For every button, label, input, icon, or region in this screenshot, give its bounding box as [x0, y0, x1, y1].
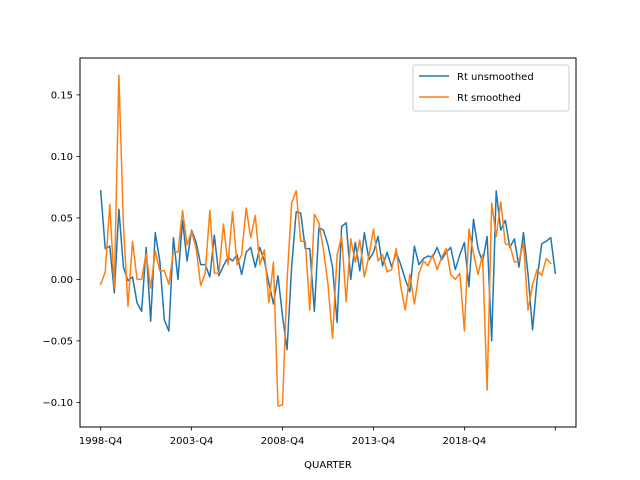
y-tick-label: 0.10 — [51, 152, 73, 163]
plot-frame — [79, 57, 577, 428]
y-tick-label: −0.10 — [42, 398, 73, 409]
axis-ticks: 1998-Q4 2003-Q4 2008-Q4 2013-Q4 2018-Q4 −0.10… — [42, 90, 556, 447]
series-line-smoothed — [99, 74, 552, 407]
x-tick-label: 2018-Q4 — [443, 436, 487, 447]
series-layer — [99, 74, 557, 407]
y-tick-label: 0.00 — [51, 275, 73, 286]
y-tick-label: 0.05 — [51, 213, 73, 224]
y-tick-label: −0.05 — [42, 336, 73, 347]
legend-box — [412, 64, 570, 112]
legend-label: Rt smoothed — [457, 93, 521, 104]
x-tick-label: 2008-Q4 — [261, 436, 305, 447]
x-tick-label: 2003-Q4 — [170, 436, 214, 447]
y-tick-label: 0.15 — [51, 90, 73, 101]
x-tick-label: 2013-Q4 — [352, 436, 396, 447]
legend: Rt unsmoothed Rt smoothed — [412, 64, 570, 112]
series-line-unsmoothed — [99, 190, 557, 351]
x-tick-label: 1998-Q4 — [79, 436, 123, 447]
legend-label: Rt unsmoothed — [457, 72, 534, 83]
x-axis-label: QUARTER — [304, 460, 352, 471]
